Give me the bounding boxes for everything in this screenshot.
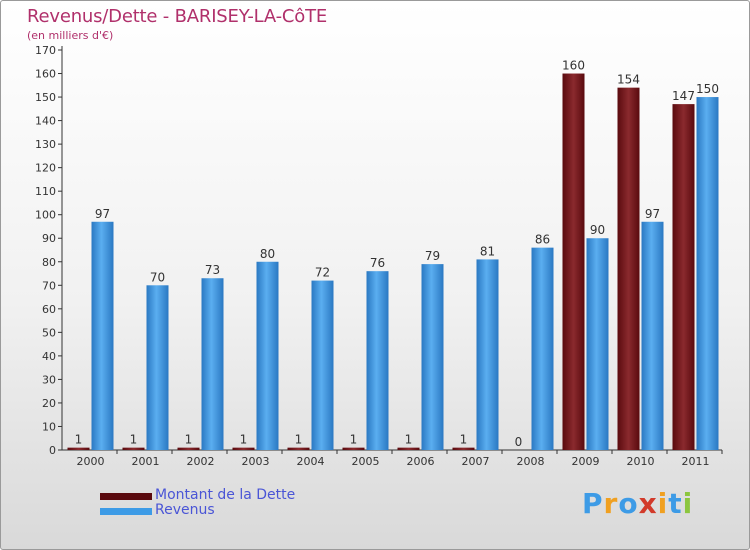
- logo-letter: o: [618, 487, 639, 520]
- y-tick-label: 50: [42, 326, 56, 339]
- proxiti-logo: Proxiti: [582, 487, 693, 520]
- y-tick-label: 170: [35, 44, 56, 57]
- legend-swatch-revenus: [100, 508, 152, 515]
- bar-dette: [342, 447, 365, 450]
- bar-dette: [397, 447, 420, 450]
- x-tick-label: 2006: [407, 455, 435, 468]
- bar-dette: [617, 87, 640, 450]
- x-tick-label: 2011: [682, 455, 710, 468]
- y-tick-label: 80: [42, 256, 56, 269]
- data-label-dette: 147: [672, 89, 695, 103]
- bar-dette: [452, 447, 475, 450]
- data-label-dette: 0: [515, 435, 523, 449]
- bars: [67, 73, 719, 450]
- bar-dette: [67, 447, 90, 450]
- x-tick-label: 2005: [352, 455, 380, 468]
- data-label-revenus: 76: [370, 256, 385, 270]
- logo-letter: t: [668, 487, 683, 520]
- data-label-dette: 154: [617, 73, 640, 87]
- bar-dette: [177, 447, 200, 450]
- data-label-revenus: 70: [150, 270, 165, 284]
- y-tick-label: 70: [42, 279, 56, 292]
- y-tick-label: 40: [42, 350, 56, 363]
- bar-dette: [232, 447, 255, 450]
- data-label-revenus: 80: [260, 247, 275, 261]
- y-tick-label: 60: [42, 303, 56, 316]
- x-tick-label: 2009: [572, 455, 600, 468]
- data-label-dette: 1: [460, 433, 468, 447]
- y-tick-label: 90: [42, 232, 56, 245]
- data-label-dette: 1: [185, 433, 193, 447]
- data-label-revenus: 97: [645, 207, 660, 221]
- bar-revenus: [531, 247, 554, 450]
- y-tick-label: 110: [35, 185, 56, 198]
- y-tick-label: 150: [35, 91, 56, 104]
- data-label-revenus: 150: [696, 82, 719, 96]
- logo-letter: P: [582, 487, 604, 520]
- data-label-revenus: 81: [480, 244, 495, 258]
- data-label-revenus: 90: [590, 223, 605, 237]
- data-label-dette: 1: [295, 433, 303, 447]
- bar-dette: [562, 73, 585, 450]
- logo-letter: x: [638, 487, 658, 520]
- y-tick-label: 120: [35, 162, 56, 175]
- axes: 0102030405060708090100110120130140150160…: [35, 44, 723, 468]
- bar-revenus: [311, 280, 334, 450]
- legend-label-dette: Montant de la Dette: [155, 487, 296, 503]
- y-tick-label: 20: [42, 397, 56, 410]
- bar-revenus: [146, 285, 169, 450]
- y-tick-label: 140: [35, 115, 56, 128]
- bar-dette: [672, 104, 695, 450]
- logo-letter: i: [682, 487, 694, 520]
- x-tick-label: 2002: [187, 455, 215, 468]
- data-label-dette: 1: [350, 433, 358, 447]
- data-label-revenus: 73: [205, 263, 220, 277]
- y-tick-label: 100: [35, 209, 56, 222]
- bar-revenus: [366, 271, 389, 450]
- data-labels: 1 97 1 70 1 73 1 80 1 72 1 76 1 79 1 81 0 86 160 90 154 97 147…: [75, 59, 719, 449]
- chart-title: Revenus/Dette - BARISEY-LA-CôTE: [27, 6, 328, 27]
- bar-revenus: [696, 97, 719, 450]
- x-tick-label: 2010: [627, 455, 655, 468]
- data-label-revenus: 97: [95, 207, 110, 221]
- data-label-dette: 1: [405, 433, 413, 447]
- data-label-revenus: 86: [535, 233, 550, 247]
- chart-subtitle: (en milliers d'€): [27, 29, 114, 42]
- bar-revenus: [476, 259, 499, 450]
- data-label-revenus: 79: [425, 249, 440, 263]
- data-label-dette: 160: [562, 59, 585, 73]
- bar-revenus: [641, 221, 664, 450]
- legend-label-revenus: Revenus: [155, 502, 215, 518]
- y-tick-label: 30: [42, 373, 56, 386]
- data-label-dette: 1: [130, 433, 138, 447]
- bar-dette: [287, 447, 310, 450]
- bar-revenus: [586, 238, 609, 450]
- bar-revenus: [256, 261, 279, 450]
- x-tick-label: 2000: [77, 455, 105, 468]
- data-label-revenus: 72: [315, 266, 330, 280]
- bar-revenus: [91, 221, 114, 450]
- y-tick-label: 130: [35, 138, 56, 151]
- legend-swatch-dette: [100, 493, 152, 500]
- y-tick-label: 0: [49, 444, 56, 457]
- bar-revenus: [201, 278, 224, 450]
- x-tick-label: 2007: [462, 455, 490, 468]
- logo-letter: i: [657, 487, 669, 520]
- bar-revenus: [421, 264, 444, 450]
- bar-dette: [122, 447, 145, 450]
- y-tick-label: 10: [42, 420, 56, 433]
- data-label-dette: 1: [75, 433, 83, 447]
- data-label-dette: 1: [240, 433, 248, 447]
- x-tick-label: 2008: [517, 455, 545, 468]
- x-tick-label: 2004: [297, 455, 325, 468]
- x-tick-label: 2001: [132, 455, 160, 468]
- logo-letter: r: [603, 487, 619, 520]
- x-tick-label: 2003: [242, 455, 270, 468]
- y-tick-label: 160: [35, 68, 56, 81]
